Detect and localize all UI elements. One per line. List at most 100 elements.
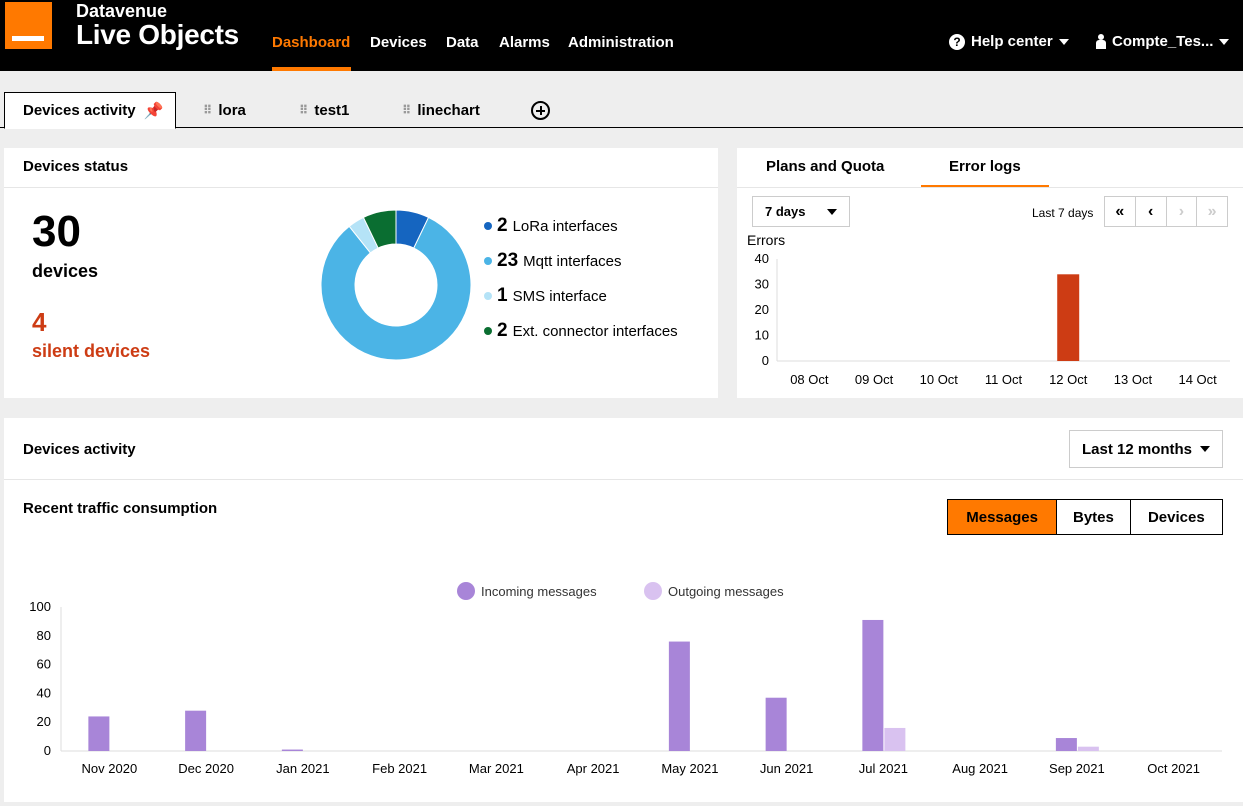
y-tick-label: 20: [755, 302, 769, 317]
legend-dot: [484, 292, 492, 300]
legend-num: 1: [497, 285, 508, 306]
y-tick-label: 10: [755, 328, 769, 343]
help-center-label: Help center: [971, 33, 1053, 50]
x-tick-label: 08 Oct: [790, 372, 829, 387]
metric-toggle: Messages Bytes Devices: [947, 499, 1223, 535]
first-page-button[interactable]: «: [1105, 197, 1136, 226]
user-menu[interactable]: Compte_Tes...: [1095, 33, 1230, 50]
x-tick-label: Sep 2021: [1049, 761, 1105, 776]
card-title: Devices activity: [23, 441, 136, 458]
x-tick-label: 14 Oct: [1178, 372, 1217, 387]
add-tab-icon[interactable]: [531, 101, 550, 120]
select-value: 7 days: [765, 204, 806, 219]
outgoing-bar: [884, 727, 906, 751]
legend-label: Outgoing messages: [668, 583, 784, 599]
x-tick-label: Aug 2021: [952, 761, 1008, 776]
error-period-select[interactable]: 7 days: [752, 196, 850, 227]
legend-incoming[interactable]: Incoming messages: [457, 582, 597, 600]
legend-dot: [484, 222, 492, 230]
nav-data[interactable]: Data: [446, 34, 479, 51]
y-tick-label: 40: [37, 685, 51, 700]
tab-devices-activity[interactable]: Devices activity 📌: [4, 92, 176, 129]
legend-num: 23: [497, 250, 519, 271]
drag-handle-icon[interactable]: ⠿: [203, 103, 212, 117]
activity-period-select[interactable]: Last 12 months: [1069, 430, 1223, 468]
tab-label: lora: [218, 101, 246, 119]
y-tick-label: 30: [755, 277, 769, 292]
x-tick-label: Jun 2021: [760, 761, 814, 776]
pin-icon[interactable]: 📌: [143, 102, 164, 120]
range-text: Last 7 days: [1032, 206, 1094, 220]
next-page-button[interactable]: ›: [1167, 197, 1198, 226]
legend-outgoing[interactable]: Outgoing messages: [644, 582, 784, 600]
legend-label: Incoming messages: [481, 583, 597, 599]
y-tick-label: 60: [37, 657, 51, 672]
nav-active-indicator: [272, 67, 351, 71]
error-logs-chart: Errors 0 10 20 30 40 08 Oct 09 Oct 10 Oct 11 Oct 1…: [747, 232, 1230, 387]
devices-toggle[interactable]: Devices: [1147, 508, 1205, 526]
devices-count: 30: [32, 207, 81, 256]
user-icon: [1095, 34, 1106, 49]
x-tick-label: Nov 2020: [82, 761, 138, 776]
legend-dot: [484, 327, 492, 335]
tab-plans-and-quota[interactable]: Plans and Quota: [766, 158, 885, 175]
x-tick-label: Apr 2021: [567, 761, 620, 776]
y-tick-label: 0: [762, 353, 769, 368]
messages-toggle[interactable]: Messages: [948, 500, 1058, 534]
legend-label: Ext. connector interfaces: [512, 322, 678, 340]
tab-test1[interactable]: ⠿ test1: [299, 92, 349, 128]
chevron-down-icon: [1058, 38, 1069, 45]
product-name: Live Objects: [76, 19, 239, 50]
drag-handle-icon[interactable]: ⠿: [299, 103, 308, 117]
x-tick-label: Jan 2021: [276, 761, 330, 776]
tab-label: linechart: [417, 101, 480, 119]
legend-dot: [457, 582, 475, 600]
legend-mqtt: 23 Mqtt interfaces: [484, 250, 622, 272]
legend-sms: 1 SMS interface: [484, 285, 607, 307]
range-pager: « ‹ › »: [1104, 196, 1228, 227]
x-tick-label: Dec 2020: [178, 761, 234, 776]
active-subtab-indicator: [921, 185, 1049, 187]
tab-lora[interactable]: ⠿ lora: [203, 92, 246, 128]
outgoing-bar: [1077, 746, 1099, 751]
x-tick-label: 09 Oct: [855, 372, 894, 387]
prev-page-button[interactable]: ‹: [1136, 197, 1167, 226]
last-page-button[interactable]: »: [1207, 202, 1217, 220]
y-tick-label: 40: [755, 251, 769, 266]
donut-slice: [320, 216, 472, 361]
nav-alarms[interactable]: Alarms: [499, 34, 550, 51]
nav-devices[interactable]: Devices: [370, 34, 427, 51]
help-icon: ?: [949, 33, 965, 50]
x-tick-label: 11 Oct: [985, 372, 1023, 387]
bytes-toggle[interactable]: Bytes: [1057, 500, 1131, 534]
devices-count-label: devices: [32, 261, 99, 281]
legend-label: SMS interface: [512, 287, 607, 305]
legend-num: 2: [497, 320, 508, 341]
x-tick-label: 10 Oct: [920, 372, 959, 387]
incoming-bar: [185, 710, 207, 751]
incoming-bar: [88, 716, 110, 751]
incoming-bar: [668, 641, 690, 751]
incoming-bar: [281, 749, 303, 751]
chevron-down-icon: [827, 208, 837, 215]
legend-dot: [644, 582, 662, 600]
x-tick-label: Feb 2021: [372, 761, 427, 776]
x-tick-label: May 2021: [661, 761, 718, 776]
x-tick-label: Jul 2021: [859, 761, 908, 776]
drag-handle-icon[interactable]: ⠿: [402, 103, 411, 117]
chevron-down-icon: [1219, 38, 1230, 45]
legend-label: Mqtt interfaces: [523, 252, 622, 270]
brand-name: Datavenue: [76, 1, 168, 21]
tab-error-logs[interactable]: Error logs: [949, 158, 1021, 175]
y-tick-label: 20: [37, 714, 51, 729]
legend-dot: [484, 257, 492, 265]
nav-administration[interactable]: Administration: [568, 34, 674, 51]
help-center-menu[interactable]: ? Help center: [949, 33, 1069, 50]
tab-linechart[interactable]: ⠿ linechart: [402, 92, 480, 128]
tab-label: test1: [314, 101, 350, 119]
user-name: Compte_Tes...: [1112, 33, 1214, 50]
orange-logo[interactable]: [5, 2, 52, 49]
card-title: Devices status: [23, 158, 129, 175]
chevron-down-icon: [1200, 446, 1210, 452]
nav-dashboard[interactable]: Dashboard: [272, 34, 351, 51]
